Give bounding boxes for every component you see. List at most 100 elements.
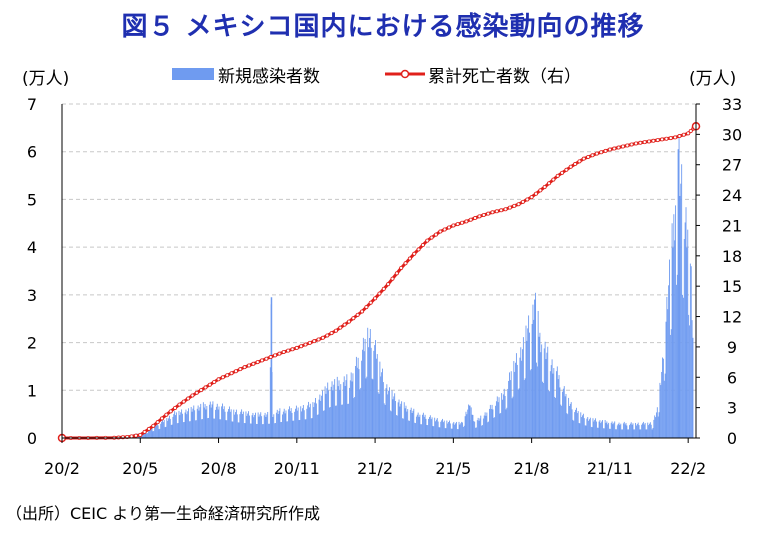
bar: [298, 420, 300, 438]
bar: [237, 422, 239, 438]
bar: [308, 401, 310, 438]
bar: [662, 357, 663, 438]
bar: [354, 396, 356, 438]
bar: [193, 405, 195, 438]
bar: [622, 429, 623, 438]
bar: [556, 366, 558, 438]
deaths-marker: [181, 399, 186, 404]
bar: [552, 373, 554, 438]
bar: [300, 406, 302, 438]
bar: [337, 386, 339, 438]
left-tick-label: 7: [27, 95, 37, 114]
bar: [568, 397, 570, 438]
bar: [625, 422, 627, 438]
bar: [366, 376, 368, 438]
bar: [673, 214, 675, 438]
bar: [315, 397, 316, 438]
bar: [555, 397, 557, 438]
deaths-marker: [346, 319, 351, 324]
bar: [235, 412, 236, 438]
bar: [465, 411, 467, 438]
bar: [605, 422, 607, 438]
bar: [202, 419, 203, 438]
bar: [616, 425, 618, 438]
deaths-marker: [294, 345, 299, 350]
bar: [409, 420, 410, 438]
bar: [403, 402, 405, 438]
bar: [406, 411, 408, 438]
bar: [394, 393, 396, 438]
deaths-marker: [651, 138, 656, 143]
bar: [502, 394, 504, 438]
bar: [672, 247, 674, 438]
bar: [632, 423, 634, 438]
deaths-marker: [177, 402, 182, 407]
bar: [297, 407, 299, 438]
bar: [226, 420, 228, 438]
left-tick-label: 3: [27, 286, 37, 305]
deaths-marker: [594, 151, 599, 156]
deaths-marker: [151, 423, 156, 428]
bar: [488, 421, 490, 438]
bar: [309, 403, 311, 438]
bar: [422, 412, 424, 438]
bar: [509, 372, 510, 438]
deaths-marker: [368, 300, 373, 305]
x-tick-label: 20/5: [122, 459, 158, 478]
right-tick-label: 3: [727, 399, 737, 418]
bar: [577, 411, 579, 438]
bar-peak: [677, 149, 680, 439]
bar: [481, 425, 483, 438]
bar: [681, 164, 683, 438]
bar: [539, 332, 541, 438]
bar: [483, 415, 485, 438]
bar: [541, 344, 543, 438]
bar: [562, 388, 564, 438]
bar: [550, 365, 552, 438]
bar: [570, 402, 572, 438]
bar: [346, 374, 348, 438]
bar: [499, 413, 501, 438]
bar: [430, 419, 432, 438]
deaths-marker: [399, 265, 404, 270]
bar: [153, 430, 155, 438]
bar: [418, 416, 420, 438]
bar: [317, 414, 319, 438]
deaths-marker: [681, 132, 686, 137]
bar: [579, 423, 581, 438]
bar: [172, 416, 174, 438]
bar: [377, 392, 379, 438]
bar: [684, 222, 686, 438]
bar: [664, 373, 666, 438]
bar: [189, 421, 191, 438]
bar: [242, 413, 243, 438]
bar: [618, 422, 620, 438]
deaths-marker: [455, 222, 460, 227]
bar: [263, 415, 265, 438]
bar: [273, 414, 275, 438]
bar: [629, 423, 631, 438]
bar: [247, 413, 249, 438]
bar: [376, 354, 378, 438]
deaths-marker: [251, 361, 256, 366]
deaths-marker: [503, 207, 508, 212]
deaths-marker: [377, 291, 382, 296]
bar: [414, 422, 416, 438]
bar: [581, 417, 583, 438]
bar: [649, 423, 650, 438]
bar: [160, 423, 162, 438]
bar: [222, 403, 223, 438]
deaths-marker: [338, 325, 343, 330]
bar: [405, 405, 407, 438]
bar: [409, 409, 411, 438]
bar: [566, 413, 568, 438]
bar: [540, 352, 542, 438]
bar: [335, 405, 337, 438]
bar: [229, 411, 231, 438]
bar: [211, 404, 213, 438]
gridlines: [62, 103, 696, 391]
bar: [341, 404, 343, 438]
bar: [590, 426, 592, 438]
bar: [202, 402, 204, 438]
bar: [362, 337, 364, 438]
